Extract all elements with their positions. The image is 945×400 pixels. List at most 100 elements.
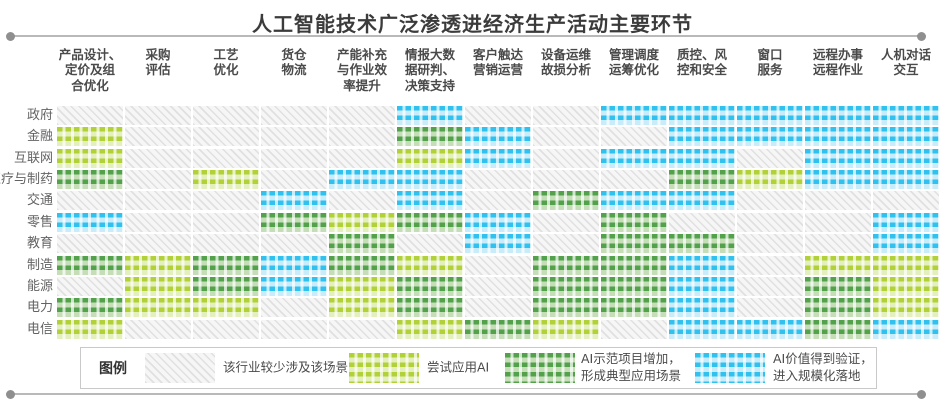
grid-cell bbox=[397, 319, 463, 339]
grid-cell bbox=[261, 148, 327, 168]
grid-cell bbox=[125, 106, 191, 125]
grid-cell bbox=[261, 170, 327, 190]
grid-cell bbox=[397, 234, 463, 254]
top-divider bbox=[6, 31, 926, 41]
grid-cell bbox=[601, 234, 667, 254]
grid-cell bbox=[601, 106, 667, 125]
column-header: 情报大数 据研判、 决策支持 bbox=[404, 47, 455, 93]
legend-swatch-scale bbox=[695, 353, 765, 383]
grid-cell bbox=[805, 148, 871, 168]
column-header: 产能补充 与作业效 率提升 bbox=[336, 47, 387, 93]
grid-cell bbox=[397, 127, 463, 147]
grid-cell bbox=[805, 298, 871, 318]
grid-cell bbox=[669, 191, 735, 211]
grid-cell bbox=[57, 234, 123, 254]
grid-cell bbox=[57, 276, 123, 296]
grid-cell bbox=[465, 191, 531, 211]
grid-cell bbox=[533, 298, 599, 318]
grid-cell bbox=[805, 106, 871, 125]
grid-cell bbox=[601, 170, 667, 190]
row-label: 电信 bbox=[26, 321, 53, 337]
row-label: 政府 bbox=[26, 108, 53, 123]
grid-cell bbox=[533, 212, 599, 232]
legend-title: 图例 bbox=[99, 361, 127, 377]
grid-cell bbox=[805, 319, 871, 339]
grid-cell bbox=[533, 191, 599, 211]
grid-cell bbox=[669, 319, 735, 339]
grid-cell bbox=[397, 148, 463, 168]
grid-cell bbox=[737, 127, 803, 147]
grid-cell bbox=[261, 276, 327, 296]
grid-cell bbox=[193, 234, 259, 254]
grid-cell bbox=[737, 319, 803, 339]
column-header: 产品设计、 定价及组 合优化 bbox=[58, 47, 122, 93]
heatmap-grid bbox=[57, 105, 941, 341]
grid-cell bbox=[261, 212, 327, 232]
grid-cell bbox=[873, 319, 939, 339]
grid-cell bbox=[669, 170, 735, 190]
legend-label-trial: 尝试应用AI bbox=[427, 359, 490, 375]
grid-cell bbox=[125, 127, 191, 147]
grid-cell bbox=[465, 212, 531, 232]
grid-cell bbox=[329, 148, 395, 168]
grid-cell bbox=[57, 148, 123, 168]
column-headers: 产品设计、 定价及组 合优化 采购 评估 工艺 优化 货仓 物流 产能补充 与作业效 率… bbox=[57, 47, 941, 103]
grid-cell bbox=[397, 191, 463, 211]
grid-cell bbox=[465, 319, 531, 339]
grid-cell bbox=[873, 106, 939, 125]
grid-cell bbox=[125, 276, 191, 296]
grid-cell bbox=[329, 212, 395, 232]
grid-cell bbox=[57, 170, 123, 190]
grid-cell bbox=[873, 276, 939, 296]
row-label: 医疗与制药 bbox=[0, 172, 53, 188]
grid-cell bbox=[193, 191, 259, 211]
grid-cell bbox=[669, 255, 735, 275]
grid-cell bbox=[873, 127, 939, 147]
grid-cell bbox=[193, 276, 259, 296]
grid-cell bbox=[193, 255, 259, 275]
grid-cell bbox=[329, 106, 395, 125]
row-label: 能源 bbox=[26, 278, 53, 294]
grid-cell bbox=[873, 170, 939, 190]
grid-cell bbox=[737, 148, 803, 168]
grid-cell bbox=[329, 170, 395, 190]
grid-cell bbox=[193, 148, 259, 168]
grid-cell bbox=[397, 255, 463, 275]
grid-cell bbox=[805, 234, 871, 254]
grid-cell bbox=[601, 191, 667, 211]
grid-cell bbox=[57, 298, 123, 318]
grid-cell bbox=[261, 298, 327, 318]
column-header: 客户触达 营销运营 bbox=[472, 47, 523, 78]
grid-cell bbox=[737, 276, 803, 296]
grid-cell bbox=[397, 298, 463, 318]
row-label: 电力 bbox=[26, 300, 53, 316]
row-label: 零售 bbox=[26, 214, 53, 230]
grid-cell bbox=[465, 298, 531, 318]
column-header: 窗口 服务 bbox=[757, 47, 783, 78]
grid-cell bbox=[193, 212, 259, 232]
legend-swatch-none bbox=[145, 353, 215, 383]
column-header: 设备运维 故损分析 bbox=[540, 47, 591, 78]
grid-cell bbox=[465, 148, 531, 168]
grid-cell bbox=[125, 319, 191, 339]
grid-cell bbox=[601, 298, 667, 318]
grid-cell bbox=[261, 106, 327, 125]
column-header: 工艺 优化 bbox=[213, 47, 239, 78]
grid-cell bbox=[805, 212, 871, 232]
grid-cell bbox=[193, 319, 259, 339]
grid-cell bbox=[669, 106, 735, 125]
grid-cell bbox=[669, 276, 735, 296]
grid-cell bbox=[329, 127, 395, 147]
grid-cell bbox=[873, 298, 939, 318]
grid-cell bbox=[601, 127, 667, 147]
grid-cell bbox=[125, 298, 191, 318]
grid-cell bbox=[57, 191, 123, 211]
grid-cell bbox=[465, 276, 531, 296]
grid-cell bbox=[737, 106, 803, 125]
column-header: 远程办事 远程作业 bbox=[812, 47, 863, 78]
grid-cell bbox=[737, 191, 803, 211]
divider-endpoint-dot bbox=[917, 31, 926, 41]
grid-cell bbox=[533, 106, 599, 125]
grid-cell bbox=[873, 148, 939, 168]
grid-cell bbox=[669, 234, 735, 254]
